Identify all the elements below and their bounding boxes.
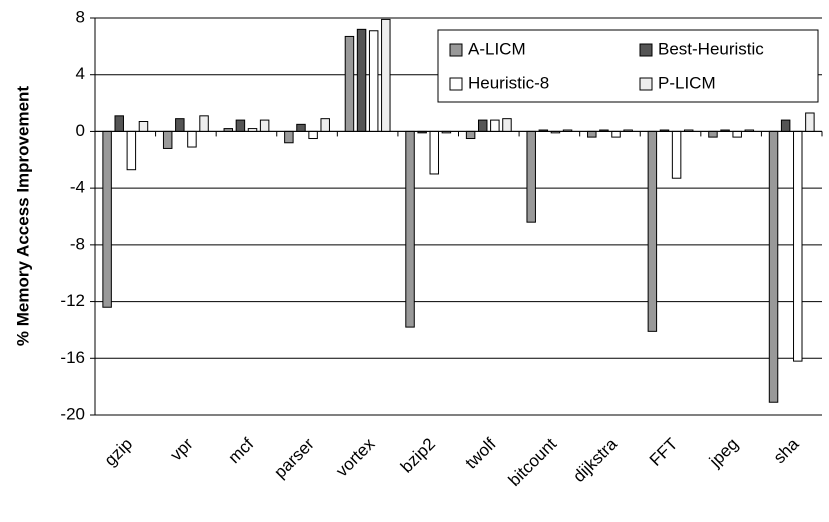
bar xyxy=(502,118,512,132)
x-tick-label: sha xyxy=(770,434,803,467)
x-tick-label: bzip2 xyxy=(397,434,439,476)
bar xyxy=(187,130,197,148)
bar xyxy=(381,18,391,132)
bar xyxy=(708,130,718,138)
legend-label: P-LICM xyxy=(658,73,716,92)
legend-swatch xyxy=(639,43,653,57)
y-tick-label: -12 xyxy=(60,291,85,310)
bar xyxy=(780,119,791,132)
legend-label: Heuristic-8 xyxy=(468,73,549,92)
x-tick-label: vortex xyxy=(332,434,379,481)
bar xyxy=(138,121,149,132)
legend-swatch xyxy=(639,77,653,91)
y-tick-label: -8 xyxy=(70,234,85,253)
x-tick-label: twolf xyxy=(461,434,499,472)
bar xyxy=(102,130,112,308)
bar xyxy=(526,130,536,223)
bar xyxy=(477,119,488,132)
bar xyxy=(284,130,294,144)
bar xyxy=(732,130,742,138)
x-tick-label: vpr xyxy=(167,434,197,464)
bar xyxy=(162,130,173,149)
bar xyxy=(671,130,682,179)
bar xyxy=(114,115,124,132)
x-tick-label: bitcount xyxy=(505,434,561,490)
bar xyxy=(199,115,209,132)
bar xyxy=(587,130,597,138)
y-tick-label: -20 xyxy=(60,404,85,423)
legend-box xyxy=(437,29,819,103)
bar xyxy=(768,130,779,403)
bar xyxy=(647,130,658,332)
y-axis-label: % Memory Access Improvement xyxy=(13,86,32,346)
bar xyxy=(793,130,803,362)
legend-swatch xyxy=(449,43,463,57)
x-tick-label: jpeg xyxy=(705,434,742,471)
y-tick-label: 8 xyxy=(76,7,85,26)
bar xyxy=(490,119,500,132)
y-tick-label: 0 xyxy=(76,121,85,140)
x-tick-label: gzip xyxy=(101,434,136,469)
legend-label: Best-Heuristic xyxy=(658,39,764,58)
bar xyxy=(296,123,306,132)
bar xyxy=(465,130,476,140)
legend-swatch xyxy=(449,77,463,91)
bar xyxy=(259,119,270,132)
legend-label: A-LICM xyxy=(468,39,526,58)
x-tick-label: parser xyxy=(270,434,318,482)
bar xyxy=(126,130,137,171)
bar xyxy=(356,28,367,132)
bar xyxy=(405,130,415,328)
y-tick-label: 4 xyxy=(76,64,85,83)
bar xyxy=(805,112,815,132)
bar xyxy=(175,118,185,132)
x-tick-label: dijkstra xyxy=(569,434,621,486)
y-tick-label: -16 xyxy=(60,348,85,367)
bar xyxy=(429,130,440,175)
y-tick-label: -4 xyxy=(70,178,85,197)
bar xyxy=(611,130,621,138)
bar xyxy=(320,118,330,132)
bar xyxy=(235,119,246,132)
bar xyxy=(344,35,355,132)
x-tick-label: FFT xyxy=(646,434,681,469)
x-tick-label: mcf xyxy=(224,434,257,467)
bar xyxy=(308,130,318,140)
bar xyxy=(368,30,379,132)
